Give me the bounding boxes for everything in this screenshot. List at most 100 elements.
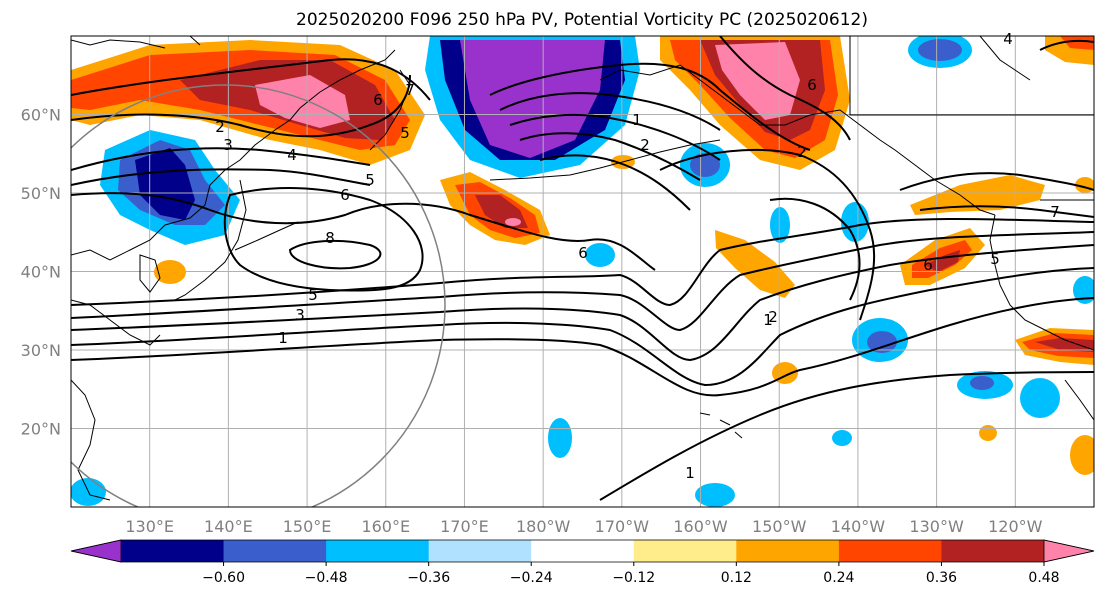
contour-nw-3: [71, 147, 371, 171]
contour-label: 1: [763, 311, 773, 329]
chart-title: 2025020200 F096 250 hPa PV, Potential Vo…: [296, 10, 868, 30]
contour-7: [223, 187, 424, 292]
contour-label: 6: [373, 91, 383, 109]
latitude-tick-label: 30°N: [21, 341, 61, 360]
colorbar-swatch: [531, 540, 635, 562]
longitude-tick-label: 140°E: [204, 517, 253, 536]
neg-anomaly-small-9: [548, 418, 572, 458]
west-coast: [989, 214, 1094, 351]
contour-label: 1: [278, 329, 288, 347]
contour-label: 5: [365, 171, 375, 189]
neg-anomaly-small-10: [841, 202, 869, 242]
nw-coastline: [71, 36, 201, 49]
latitude-tick-label: 50°N: [21, 184, 61, 203]
contour-1: [71, 297, 1094, 397]
colorbar-swatch: [941, 540, 1045, 562]
map-frame: [70, 35, 1095, 508]
colorbar-swatch: [838, 540, 942, 562]
colorbar-extend-low: [70, 539, 122, 563]
latitude-tick-label: 40°N: [21, 263, 61, 282]
colorbar-tick-label: 0.48: [1028, 570, 1059, 586]
contour-label: 1: [632, 111, 642, 129]
contour-label: 4: [287, 146, 297, 164]
contour-pacific-1: [489, 62, 811, 151]
contour-label: 4: [1003, 30, 1013, 48]
contour-label: 7: [1050, 203, 1060, 221]
contour-label: 3: [223, 136, 233, 154]
neg-anomaly-small-7: [1073, 276, 1094, 304]
contour-label: 5: [308, 286, 318, 304]
korea-coast: [139, 254, 161, 293]
neg-anomaly-small-2: [585, 243, 615, 267]
pos-anomaly-small-4: [979, 425, 997, 441]
contour-pacific-3: [509, 113, 721, 161]
contour-label: 1: [685, 464, 695, 482]
contour-6: [71, 192, 656, 271]
longitude-tick-label: 160°W: [673, 517, 728, 536]
neg-anomaly-small-5: [1020, 378, 1060, 418]
contour-south-1: [599, 371, 1094, 501]
colorbar-tick-label: −0.48: [305, 570, 348, 586]
colorbar-tick-label: −0.12: [612, 570, 655, 586]
contour-label: 6: [807, 76, 817, 94]
contour-label: 2: [797, 143, 807, 161]
contour-4: [71, 231, 1094, 332]
mexico-coast: [1064, 379, 1094, 421]
contour-label: 2: [768, 308, 778, 326]
colorbar-swatch: [633, 540, 737, 562]
longitude-tick-label: 170°E: [440, 517, 489, 536]
colorbar-swatch: [121, 540, 225, 562]
longitude-tick-labels: 130°E 140°E 150°E 160°E 170°E 180°W 170°W 160°W…: [125, 517, 1042, 536]
colorbar-swatch: [736, 540, 840, 562]
contour-nw-4: [71, 168, 371, 186]
contour-label: 6: [578, 244, 588, 262]
pos-anomaly-canada: [910, 175, 1045, 215]
latitude-tick-labels: 20°N 30°N 40°N 50°N 60°N: [21, 106, 61, 439]
latitude-tick-label: 60°N: [21, 106, 61, 125]
colorbar-tick-label: 0.24: [823, 570, 854, 586]
longitude-tick-label: 160°E: [361, 517, 410, 536]
contour-east-1: [899, 172, 1094, 191]
colorbar-tick-label: 0.36: [926, 570, 957, 586]
colorbar-swatch: [223, 540, 327, 562]
contour-north-central: [719, 36, 851, 141]
longitude-tick-label: 180°W: [516, 517, 571, 536]
asia-coastline: [71, 49, 396, 261]
contour-ridge-1: [659, 149, 876, 321]
colorbar-tick-label: −0.36: [407, 570, 450, 586]
longitude-tick-label: 130°W: [909, 517, 964, 536]
contour-label: 6: [923, 256, 933, 274]
neg-anomaly-small-12: [71, 478, 106, 506]
contour-label: 3: [295, 306, 305, 324]
aleutians: [489, 139, 721, 181]
colorbar-swatch: [428, 540, 532, 562]
longitude-tick-label: 150°E: [283, 517, 332, 536]
japan-coast: [174, 179, 299, 301]
contour-label: 7: [405, 81, 415, 99]
contour-2: [71, 267, 1094, 387]
colorbar-extend-high: [1043, 539, 1095, 563]
latitude-tick-label: 20°N: [21, 420, 61, 439]
pos-anomaly-small-5: [1070, 435, 1094, 475]
colorbar-tick-label: −0.60: [202, 570, 245, 586]
colorbar-tick-label: −0.24: [510, 570, 553, 586]
neg-anomaly-small-13: [832, 430, 852, 446]
longitude-tick-label: 130°E: [125, 517, 174, 536]
longitude-tick-label: 120°W: [988, 517, 1043, 536]
contour-label: 2: [215, 118, 225, 136]
contour-east-3: [1039, 40, 1094, 51]
contour-label: 5: [400, 124, 410, 142]
neg-anomaly-small-8: [695, 483, 735, 507]
contour-8: [288, 239, 382, 270]
contour-label: 6: [340, 186, 350, 204]
colorbar-outline: [70, 539, 1095, 563]
contour-east-2: [919, 205, 1094, 218]
pv-contours: [71, 36, 1094, 501]
range-circle: [71, 84, 446, 507]
colorbar-swatch: [326, 540, 430, 562]
contour-pacific-2: [499, 92, 721, 131]
longitude-tick-label: 140°W: [831, 517, 886, 536]
